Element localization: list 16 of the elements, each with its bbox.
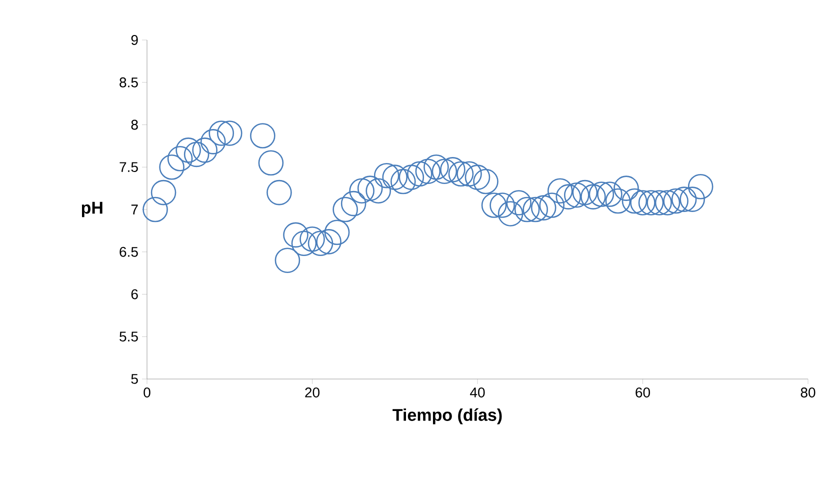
y-tick-label: 7.5: [120, 162, 138, 172]
x-tick-label: 20: [305, 388, 320, 398]
x-tick-label: 60: [636, 388, 650, 398]
y-tick-label: 8: [131, 120, 138, 130]
y-tick-label: 5: [131, 374, 138, 384]
y-tick-label: 9: [131, 35, 138, 45]
y-tick-label: 7: [131, 204, 138, 214]
x-tick-label: 0: [144, 388, 150, 398]
x-axis-title: Tiempo (días): [392, 408, 502, 424]
x-tick-label: 80: [800, 388, 816, 398]
y-tick-label: 8.5: [120, 77, 138, 88]
x-tick-label: 40: [470, 388, 485, 398]
y-axis-title: pH: [82, 202, 102, 218]
y-tick-label: 6: [131, 289, 138, 300]
y-tick-label: 6.5: [120, 246, 138, 257]
y-tick-label: 5.5: [120, 332, 138, 342]
